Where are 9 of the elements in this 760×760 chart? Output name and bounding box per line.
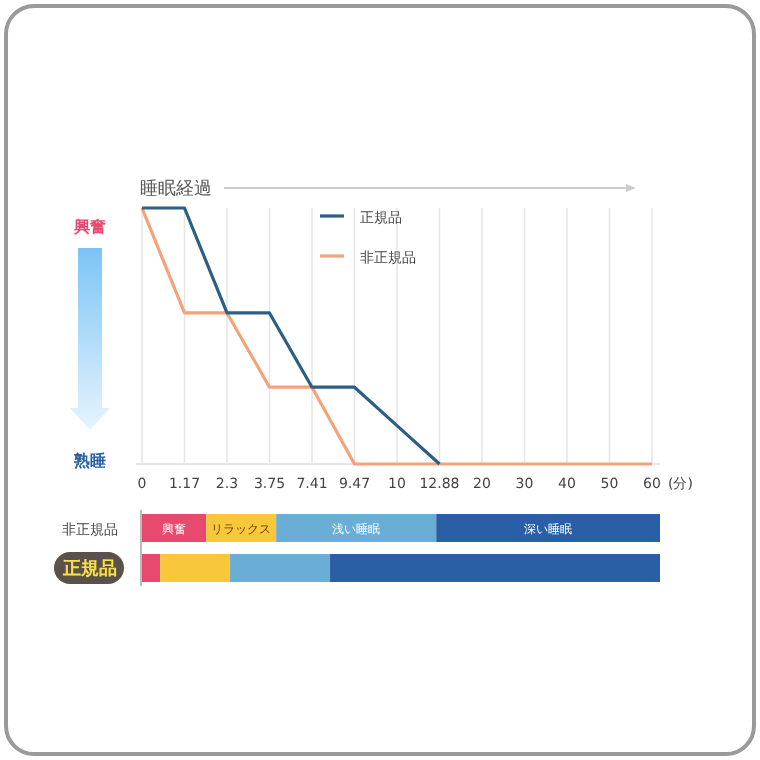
bar — [142, 554, 161, 582]
bar — [230, 554, 331, 582]
bar — [436, 514, 660, 542]
bar — [330, 554, 660, 582]
chart-title: 睡眠経過 — [140, 178, 212, 200]
text: 興奮 — [72, 218, 106, 236]
bar — [276, 514, 437, 542]
text: 熟睡 — [72, 452, 106, 470]
bar — [160, 554, 231, 582]
